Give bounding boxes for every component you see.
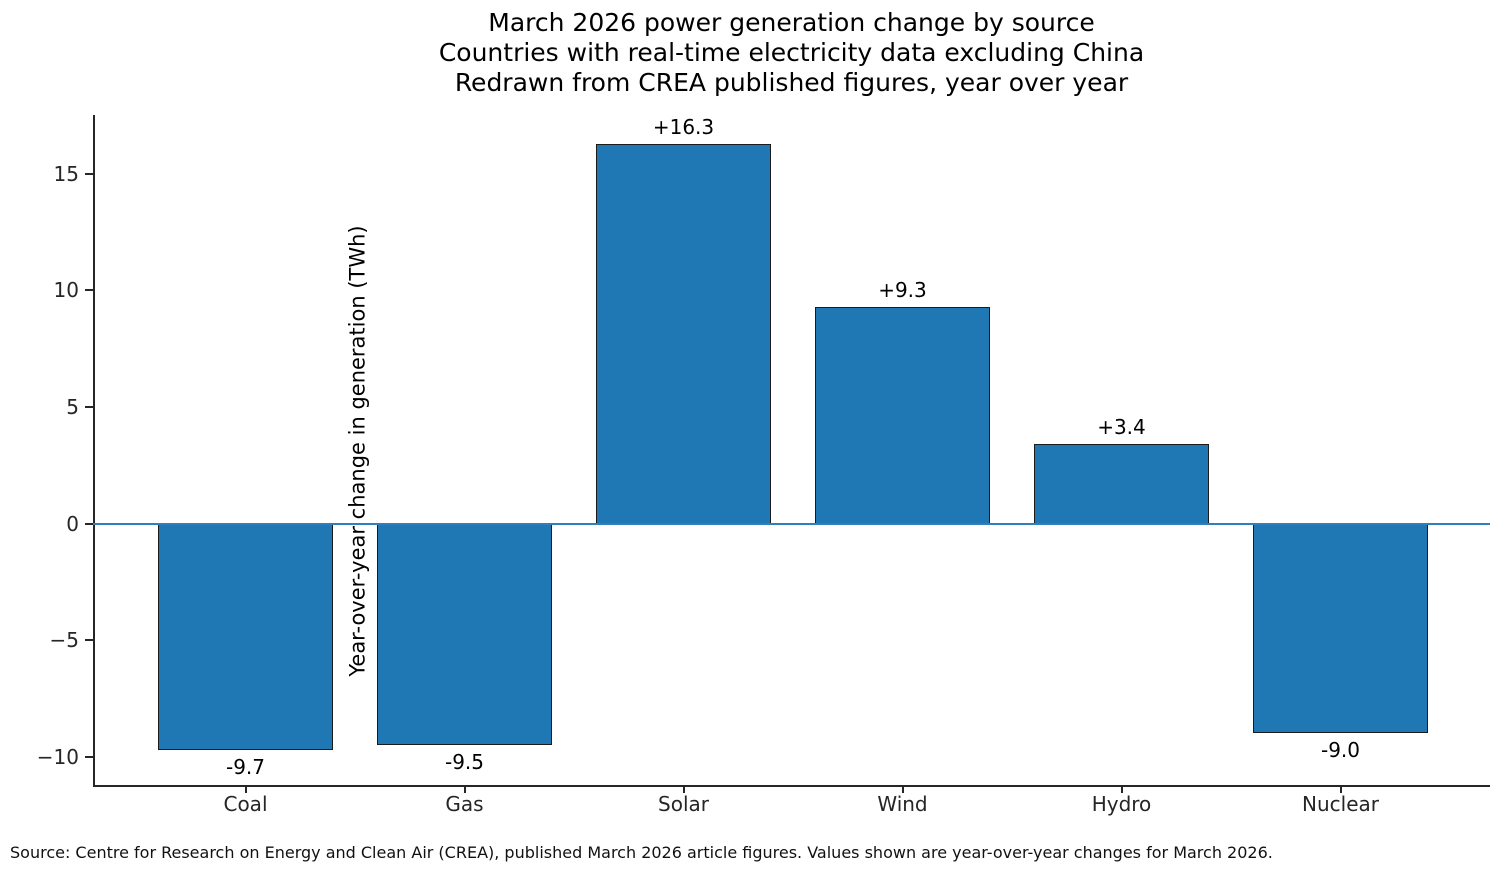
y-axis-label: Year-over-year change in generation (TWh… <box>345 225 370 677</box>
y-tick <box>85 406 93 408</box>
y-tick <box>85 172 93 175</box>
bar-nuclear <box>1253 523 1428 734</box>
bar-value-label: -9.7 <box>225 754 266 779</box>
bar-wind <box>815 306 990 524</box>
x-tick-label: Gas <box>445 792 484 816</box>
bar-gas <box>377 523 552 745</box>
x-tick <box>463 785 466 793</box>
x-tick <box>1120 785 1123 793</box>
x-tick-label: Hydro <box>1091 792 1152 816</box>
y-tick-label: 15 <box>53 161 79 186</box>
y-tick <box>85 639 93 642</box>
y-tick-label: 10 <box>53 278 79 303</box>
bar-hydro <box>1034 444 1209 524</box>
bar-value-label: -9.5 <box>444 749 485 774</box>
x-tick-label: Coal <box>223 792 268 816</box>
zero-line <box>93 522 1490 525</box>
y-tick-label: −10 <box>36 744 79 769</box>
x-tick <box>244 785 247 793</box>
chart-title: March 2026 power generation change by so… <box>488 8 1095 37</box>
y-axis-spine <box>93 115 95 785</box>
y-tick-label: −5 <box>49 628 79 653</box>
x-tick <box>682 785 685 793</box>
y-tick <box>85 522 93 525</box>
bar-solar <box>596 143 771 524</box>
bar-coal <box>158 523 333 750</box>
bar-value-label: -9.0 <box>1320 738 1361 763</box>
x-tick-label: Wind <box>877 792 928 816</box>
x-tick-label: Nuclear <box>1302 792 1379 816</box>
chart-title-block: March 2026 power generation change by so… <box>93 8 1490 98</box>
x-axis-spine <box>93 785 1490 787</box>
y-tick <box>85 755 93 758</box>
y-tick-label: 0 <box>66 511 79 536</box>
chart-subtitle-1: Countries with real-time electricity dat… <box>438 38 1145 67</box>
x-tick <box>1339 785 1342 793</box>
bar-value-label: +16.3 <box>652 114 715 139</box>
x-tick <box>901 785 904 793</box>
bar-value-label: +3.4 <box>1097 415 1146 440</box>
y-tick-label: 5 <box>66 395 79 419</box>
y-tick <box>85 289 93 292</box>
source-note: Source: Centre for Research on Energy an… <box>10 843 1273 862</box>
chart-subtitle-2: Redrawn from CREA published figures, yea… <box>454 68 1129 97</box>
bar-value-label: +9.3 <box>878 277 927 302</box>
x-tick-label: Solar <box>658 792 709 816</box>
